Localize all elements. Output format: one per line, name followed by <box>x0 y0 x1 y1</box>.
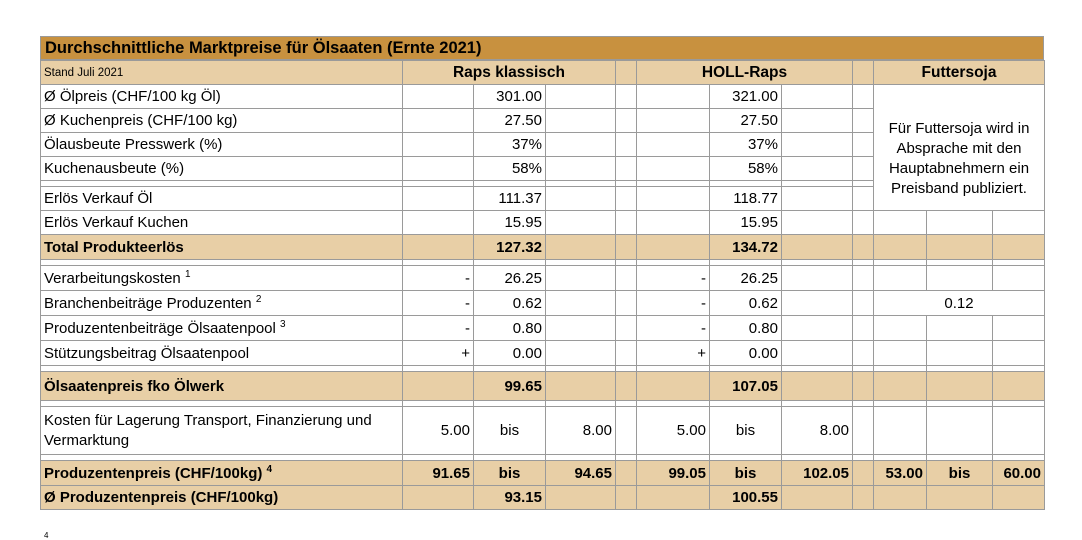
row-label: Ø Produzentenpreis (CHF/100kg) <box>40 485 403 510</box>
table-row-total: Produzentenpreis (CHF/100kg) 4 91.65 bis… <box>40 460 1045 486</box>
gap-cell <box>615 60 637 85</box>
raps-from: 91.65 <box>402 460 474 486</box>
table-row: Ölausbeute Presswerk (%) 37% 37% <box>40 132 1045 157</box>
footnote-mark: 4 <box>44 531 49 540</box>
row-label: Verarbeitungskosten 1 <box>40 265 403 291</box>
holl-value: 100.55 <box>709 485 782 510</box>
column-header-holl: HOLL-Raps <box>636 60 853 85</box>
table-row-total: Total Produkteerlös 127.32 134.72 <box>40 234 1045 260</box>
footnote-ref: 1 <box>184 269 191 280</box>
holl-value: 27.50 <box>709 108 782 133</box>
holl-value: 15.95 <box>709 210 782 235</box>
footnote-ref: 4 <box>266 464 273 475</box>
raps-value: 99.65 <box>473 371 546 401</box>
row-label: Ölsaatenpreis fko Ölwerk <box>40 371 403 401</box>
table-row: Erlös Verkauf Kuchen 15.95 15.95 <box>40 210 1045 235</box>
soja-note: Für Futtersoja wird in Absprache mit den… <box>873 84 1045 211</box>
raps-value: 0.62 <box>473 290 546 316</box>
holl-value: 118.77 <box>709 186 782 211</box>
row-label: Stützungsbeitrag Ölsaatenpool <box>40 340 403 366</box>
raps-sign: - <box>402 290 474 316</box>
header-row: Stand Juli 2021 Raps klassisch HOLL-Raps… <box>40 60 1045 85</box>
row-label: Ölausbeute Presswerk (%) <box>40 132 403 157</box>
holl-value: 26.25 <box>709 265 782 291</box>
gap-cell <box>852 60 874 85</box>
holl-value: 0.00 <box>709 340 782 366</box>
raps-value: 301.00 <box>473 84 546 109</box>
holl-to: 8.00 <box>781 406 853 455</box>
holl-from: 99.05 <box>636 460 710 486</box>
raps-sign: - <box>402 315 474 341</box>
footnote-ref: 3 <box>280 319 286 330</box>
holl-bis: bis <box>709 406 782 455</box>
table-row-total: Ø Produzentenpreis (CHF/100kg) 93.15 100… <box>40 485 1045 510</box>
raps-sign: - <box>402 265 474 291</box>
raps-value: 0.00 <box>473 340 546 366</box>
table-row-total: Ölsaatenpreis fko Ölwerk 99.65 107.05 <box>40 371 1045 401</box>
raps-to: 94.65 <box>545 460 616 486</box>
soja-bis: bis <box>926 460 993 486</box>
footnote-ref: 2 <box>255 294 262 305</box>
row-label: Erlös Verkauf Öl <box>40 186 403 211</box>
holl-value: 321.00 <box>709 84 782 109</box>
row-label: Kosten für Lagerung Transport, Finanzier… <box>40 406 403 455</box>
raps-value: 127.32 <box>473 234 546 260</box>
holl-sign: + <box>636 340 710 366</box>
row-label: Produzentenpreis (CHF/100kg) 4 <box>40 460 403 486</box>
price-sheet: Durchschnittliche Marktpreise für Ölsaat… <box>40 36 1045 510</box>
raps-value: 93.15 <box>473 485 546 510</box>
holl-value: 37% <box>709 132 782 157</box>
holl-value: 58% <box>709 156 782 181</box>
raps-value: 27.50 <box>473 108 546 133</box>
holl-bis: bis <box>709 460 782 486</box>
raps-value: 15.95 <box>473 210 546 235</box>
row-label: Ø Kuchenpreis (CHF/100 kg) <box>40 108 403 133</box>
holl-value: 0.80 <box>709 315 782 341</box>
raps-value: 26.25 <box>473 265 546 291</box>
raps-to: 8.00 <box>545 406 616 455</box>
row-label: Produzentenbeiträge Ölsaatenpool 3 <box>40 315 403 341</box>
row-label: Branchenbeiträge Produzenten 2 <box>40 290 403 316</box>
table-row: Stützungsbeitrag Ölsaatenpool + 0.00 + 0… <box>40 340 1045 366</box>
soja-to: 60.00 <box>992 460 1045 486</box>
holl-from: 5.00 <box>636 406 710 455</box>
holl-to: 102.05 <box>781 460 853 486</box>
row-label: Kuchenausbeute (%) <box>40 156 403 181</box>
raps-bis: bis <box>473 406 546 455</box>
holl-value: 0.62 <box>709 290 782 316</box>
soja-value: 0.12 <box>873 290 1045 316</box>
holl-value: 107.05 <box>709 371 782 401</box>
row-label: Total Produkteerlös <box>40 234 403 260</box>
column-header-soja: Futtersoja <box>873 60 1045 85</box>
stand-label: Stand Juli 2021 <box>40 60 403 85</box>
holl-value: 134.72 <box>709 234 782 260</box>
soja-from: 53.00 <box>873 460 927 486</box>
holl-sign: - <box>636 315 710 341</box>
holl-sign: - <box>636 265 710 291</box>
raps-from: 5.00 <box>402 406 474 455</box>
table-row: Branchenbeiträge Produzenten 2 - 0.62 - … <box>40 290 1045 316</box>
raps-value: 0.80 <box>473 315 546 341</box>
raps-sign: + <box>402 340 474 366</box>
column-header-raps: Raps klassisch <box>402 60 616 85</box>
raps-value: 37% <box>473 132 546 157</box>
raps-value: 111.37 <box>473 186 546 211</box>
table-row: Erlös Verkauf Öl 111.37 118.77 <box>40 186 1045 211</box>
row-label: Erlös Verkauf Kuchen <box>40 210 403 235</box>
table-row: Verarbeitungskosten 1 - 26.25 - 26.25 <box>40 265 1045 291</box>
raps-bis: bis <box>473 460 546 486</box>
raps-value: 58% <box>473 156 546 181</box>
row-label: Ø Ölpreis (CHF/100 kg Öl) <box>40 84 403 109</box>
price-table: Stand Juli 2021 Raps klassisch HOLL-Raps… <box>40 60 1045 510</box>
table-row: Kosten für Lagerung Transport, Finanzier… <box>40 406 1045 455</box>
table-row: Ø Ölpreis (CHF/100 kg Öl) 301.00 321.00 … <box>40 84 1045 211</box>
spacer-row <box>40 259 1045 266</box>
sheet-title: Durchschnittliche Marktpreise für Ölsaat… <box>40 36 1044 60</box>
holl-sign: - <box>636 290 710 316</box>
table-row: Produzentenbeiträge Ölsaatenpool 3 - 0.8… <box>40 315 1045 341</box>
